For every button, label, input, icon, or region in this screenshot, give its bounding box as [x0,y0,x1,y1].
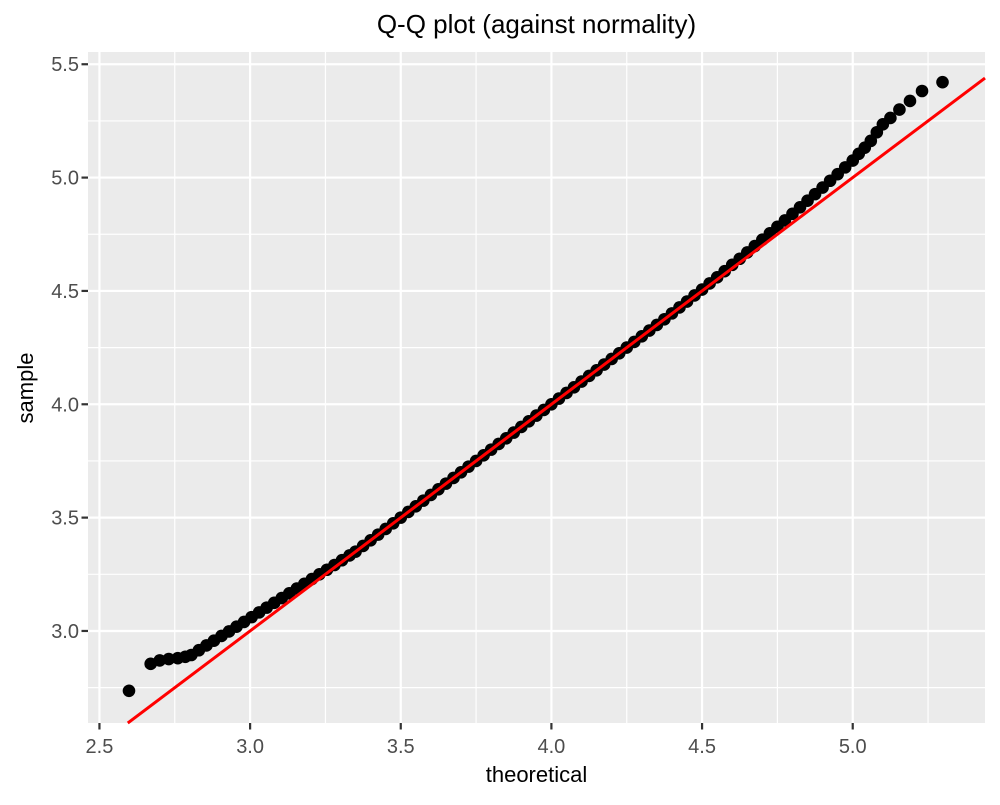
data-point [936,75,949,89]
data-point [893,103,906,116]
y-axis-title: sample [13,353,38,424]
x-tick-label: 4.5 [688,736,716,758]
y-tick-label: 4.5 [51,281,79,303]
axis-tick-marks [81,63,854,730]
y-tick-label: 4.0 [51,394,79,416]
y-tick-label: 3.0 [51,621,79,643]
y-tick-label: 5.5 [51,54,79,76]
reference-line-layer [126,76,986,725]
axis-tick-labels: 2.5 3.0 3.5 4.0 4.5 5.0 3.0 3.5 4.0 4.5 5.0 5.5 [51,54,866,758]
y-tick-label: 3.5 [51,508,79,530]
data-point [884,111,897,125]
reference-line [126,76,986,725]
x-tick-label: 5.0 [839,736,867,758]
x-tick-label: 2.5 [86,736,114,758]
minor-gridlines [88,52,985,723]
data-point [162,652,176,666]
x-tick-label: 3.0 [236,736,264,758]
x-axis-title: theoretical [486,762,588,787]
x-tick-label: 4.0 [538,736,566,758]
plot-panel [88,52,985,723]
data-point [915,84,929,98]
y-tick-label: 5.0 [51,168,79,190]
data-point [122,684,136,698]
chart-title: Q-Q plot (against normality) [377,9,696,39]
x-tick-label: 3.5 [387,736,415,758]
data-point [903,94,917,108]
